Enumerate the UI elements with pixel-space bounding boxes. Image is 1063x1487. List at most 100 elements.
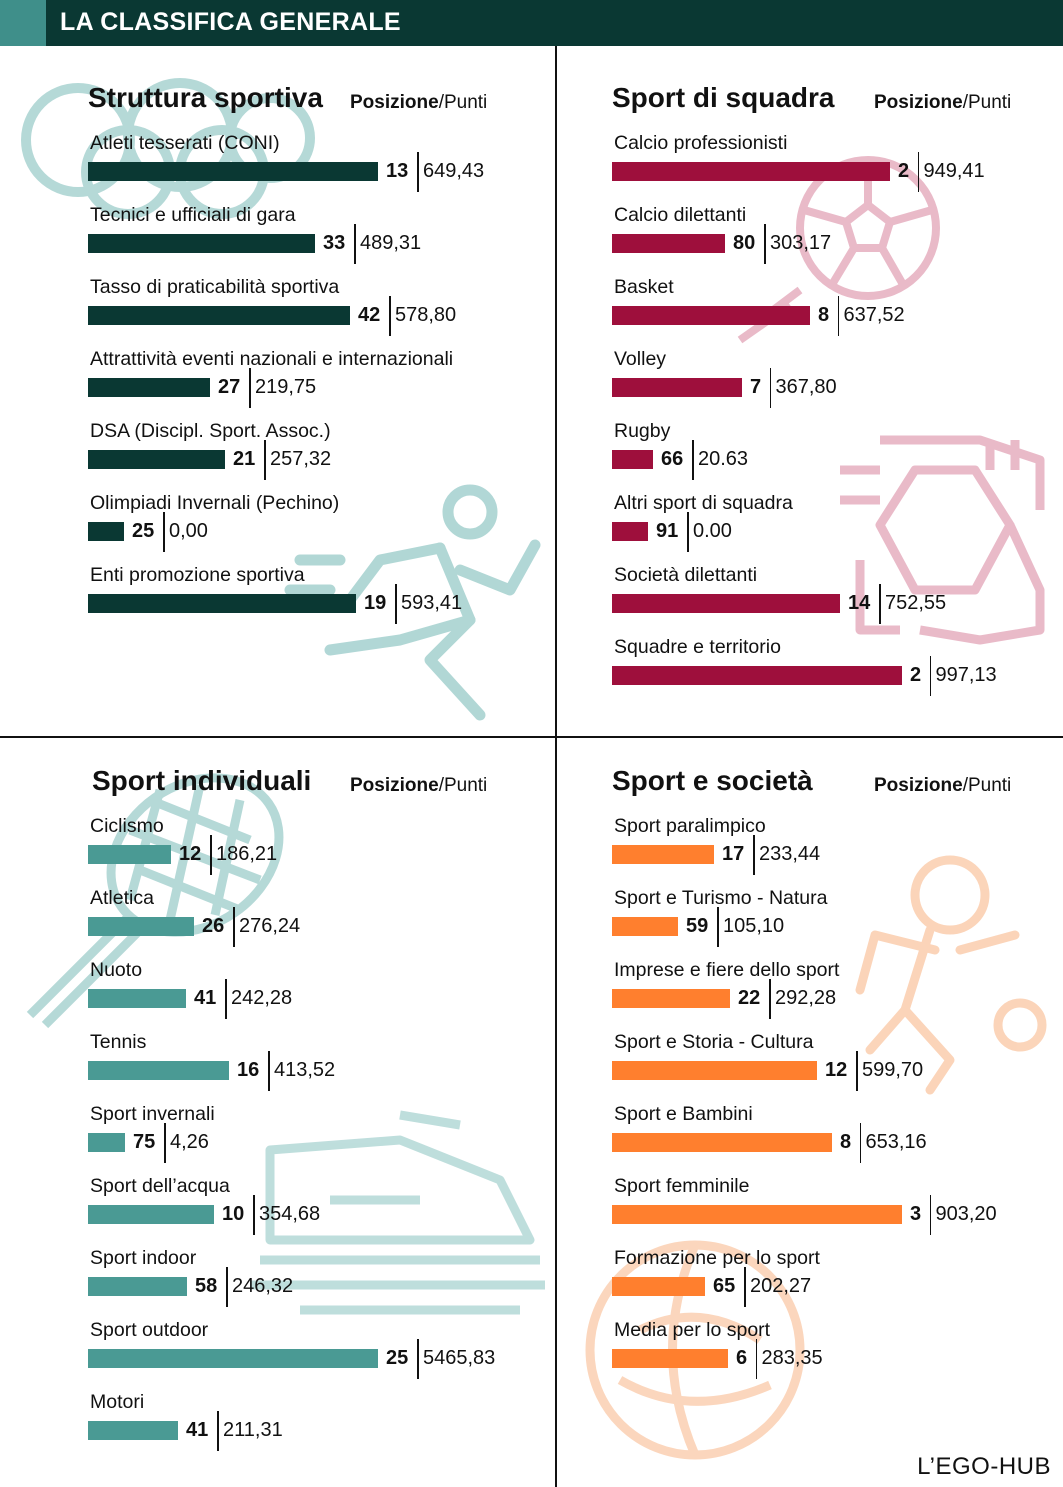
header-accent — [0, 0, 46, 46]
bar — [88, 845, 171, 864]
panel-legend: Posizione/Punti — [350, 92, 487, 114]
category-label: Sport dell’acqua — [90, 1175, 230, 1197]
bar-row: Sport e Turismo - Natura 59 105,10 — [612, 887, 1063, 959]
score-value: 276,24 — [239, 915, 301, 937]
score-value: 20.63 — [698, 448, 749, 470]
bar — [88, 1277, 187, 1296]
bar-row: Ciclismo 12 186,21 — [88, 815, 558, 887]
score-value: 413,52 — [274, 1059, 336, 1081]
score-value: 949,41 — [923, 160, 985, 182]
panel-title: Sport di squadra — [612, 82, 835, 113]
bar-row: Altri sport di squadra 91 0.00 — [612, 492, 1063, 564]
category-label: Basket — [614, 276, 674, 298]
rank-value: 13 — [386, 160, 409, 182]
rank-value: 75 — [133, 1131, 156, 1153]
score-value: 599,70 — [862, 1059, 924, 1081]
category-label: Sport e Bambini — [614, 1103, 753, 1125]
rank-value: 8 — [840, 1131, 852, 1153]
separator — [163, 512, 165, 552]
score-value: 257,32 — [270, 448, 332, 470]
page-header: LA CLASSIFICA GENERALE — [0, 0, 1063, 46]
legend-points: /Punti — [962, 775, 1012, 796]
score-value: 246,32 — [232, 1275, 294, 1297]
bar-row: Società dilettanti 14 752,55 — [612, 564, 1063, 636]
rank-value: 8 — [818, 304, 830, 326]
category-label: Imprese e fiere dello sport — [614, 959, 840, 981]
rank-value: 65 — [713, 1275, 736, 1297]
category-label: Altri sport di squadra — [614, 492, 793, 514]
separator — [692, 440, 694, 480]
category-label: Attrattività eventi nazionali e internaz… — [90, 348, 454, 370]
category-label: Enti promozione sportiva — [90, 564, 305, 586]
bar-row: Basket 8 637,52 — [612, 276, 1063, 348]
bar — [88, 989, 186, 1008]
bar-row: Attrattività eventi nazionali e internaz… — [88, 348, 558, 420]
rank-value: 6 — [736, 1347, 748, 1369]
legend-points: /Punti — [962, 92, 1012, 113]
bar-row: Enti promozione sportiva 19 593,41 — [88, 564, 558, 636]
bar — [612, 1205, 902, 1224]
rank-value: 12 — [179, 843, 202, 865]
category-label: Ciclismo — [90, 815, 164, 837]
bar-row: Tecnici e ufficiali di gara 33 489,31 — [88, 204, 558, 276]
score-value: 354,68 — [259, 1203, 321, 1225]
bar — [88, 1061, 229, 1080]
score-value: 903,20 — [935, 1203, 997, 1225]
bar — [88, 306, 350, 325]
category-label: Rugby — [614, 420, 671, 442]
bar — [612, 162, 890, 181]
bar — [612, 522, 648, 541]
rank-value: 59 — [686, 915, 709, 937]
legend-position: Posizione — [874, 775, 963, 796]
bar-row: Atletica 26 276,24 — [88, 887, 558, 959]
separator — [253, 1195, 255, 1235]
bar-row: Olimpiadi Invernali (Pechino) 25 0,00 — [88, 492, 558, 564]
legend-points: /Punti — [438, 92, 488, 113]
rank-value: 19 — [364, 592, 387, 614]
bar-row: Nuoto 41 242,28 — [88, 959, 558, 1031]
separator — [717, 907, 719, 947]
score-value: 997,13 — [935, 664, 997, 686]
category-label: Sport indoor — [90, 1247, 197, 1269]
category-label: DSA (Discipl. Sport. Assoc.) — [90, 420, 331, 442]
bar — [88, 1349, 378, 1368]
score-value: 219,75 — [255, 376, 317, 398]
bar-row: Calcio dilettanti 80 303,17 — [612, 204, 1063, 276]
bar — [612, 1349, 728, 1368]
separator — [217, 1411, 219, 1451]
separator — [226, 1267, 228, 1307]
category-label: Media per lo sport — [614, 1319, 771, 1341]
bar — [612, 234, 725, 253]
category-label: Sport femminile — [614, 1175, 750, 1197]
bar-row: Sport invernali 75 4,26 — [88, 1103, 558, 1175]
rank-value: 58 — [195, 1275, 218, 1297]
rank-value: 2 — [910, 664, 922, 686]
panel-divider-horizontal — [0, 736, 1063, 738]
bar-row: Media per lo sport 6 283,35 — [612, 1319, 1063, 1391]
panel-legend: Posizione/Punti — [874, 775, 1011, 797]
category-label: Sport paralimpico — [614, 815, 766, 837]
separator — [764, 224, 766, 264]
bar — [612, 450, 653, 469]
bar — [612, 845, 714, 864]
bar-row: Sport indoor 58 246,32 — [88, 1247, 558, 1319]
bar — [88, 1133, 125, 1152]
score-value: 637,52 — [843, 304, 905, 326]
category-label: Formazione per lo sport — [614, 1247, 820, 1269]
score-value: 367,80 — [775, 376, 837, 398]
separator — [687, 512, 689, 552]
rank-value: 33 — [323, 232, 346, 254]
rank-value: 3 — [910, 1203, 922, 1225]
rank-value: 42 — [358, 304, 381, 326]
rank-value: 7 — [750, 376, 762, 398]
bar — [88, 234, 315, 253]
separator — [929, 1195, 931, 1235]
rank-value: 66 — [661, 448, 684, 470]
bar-row: Volley 7 367,80 — [612, 348, 1063, 420]
category-label: Atleti tesserati (CONI) — [90, 132, 280, 154]
separator — [417, 1339, 419, 1379]
separator — [225, 979, 227, 1019]
separator — [389, 296, 391, 336]
category-label: Sport e Storia - Cultura — [614, 1031, 814, 1053]
category-label: Tennis — [90, 1031, 147, 1053]
